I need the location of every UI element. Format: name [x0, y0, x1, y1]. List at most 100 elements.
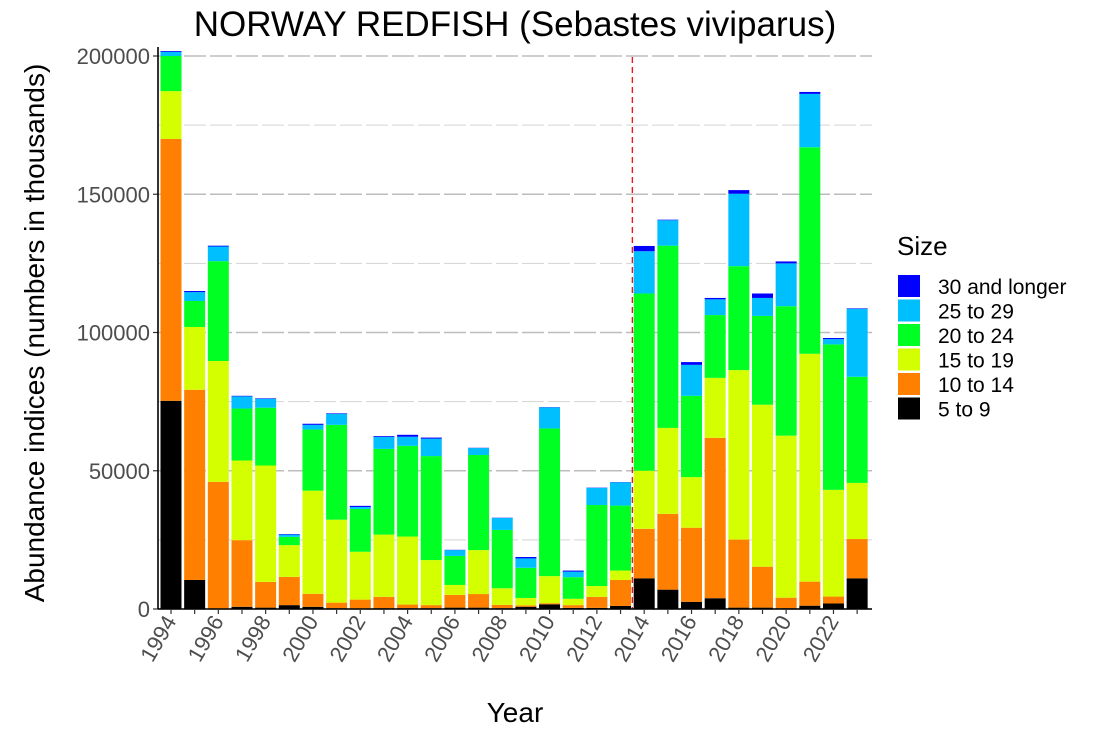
bar-segment [752, 316, 773, 405]
bar-segment [752, 298, 773, 316]
bar-segment [421, 605, 442, 608]
bar-segment [681, 362, 702, 365]
bar-segment [302, 425, 323, 430]
bar-segment [705, 438, 726, 598]
bar-segment [184, 291, 205, 292]
x-axis-label: Year [487, 697, 544, 728]
bar-segment [705, 598, 726, 609]
bar-segment [563, 605, 584, 608]
bar-segment [326, 603, 347, 609]
bar-segment [397, 435, 418, 437]
y-tick-label: 200000 [77, 44, 150, 69]
bar-segment [350, 509, 371, 552]
bar-segment [231, 396, 252, 397]
bar-segment [350, 600, 371, 609]
x-tick-label: 2004 [372, 611, 418, 666]
bar-segment [302, 430, 323, 491]
bar-segment [184, 327, 205, 390]
bar-segment [161, 52, 182, 56]
x-tick-label: 2000 [277, 611, 323, 666]
bar-segment [161, 56, 182, 91]
bar-segment [539, 603, 560, 604]
bar-segment [279, 545, 300, 577]
bar-segment [231, 540, 252, 607]
bar-segment [515, 568, 536, 598]
bar-segment [752, 405, 773, 567]
bar-segment [231, 396, 252, 408]
bar-segment [823, 597, 844, 604]
bar-segment [728, 190, 749, 194]
x-tick-label: 2022 [798, 611, 844, 666]
legend-label: 25 to 29 [938, 301, 1014, 324]
bar-segment [657, 428, 678, 514]
bar-segment [326, 413, 347, 414]
legend-label: 20 to 24 [938, 325, 1014, 348]
bar-segment [208, 246, 229, 247]
legend-label: 30 and longer [938, 276, 1066, 299]
bar-segment [515, 605, 536, 606]
bar-segment [799, 147, 820, 354]
bar-segment [255, 465, 276, 581]
bar-segment [492, 588, 513, 605]
x-tick-label: 2020 [750, 611, 796, 666]
bar-segment [586, 586, 607, 597]
bar-segment [397, 605, 418, 609]
chart-title: NORWAY REDFISH (Sebastes viviparus) [194, 5, 836, 44]
bar-segment [563, 572, 584, 578]
bar-segment [776, 261, 797, 263]
bar-segment [373, 436, 394, 437]
bar-segment [634, 251, 655, 293]
bar-segment [705, 299, 726, 315]
bar-segment [184, 301, 205, 327]
bar-segment [610, 506, 631, 571]
bar-segment [563, 599, 584, 605]
bar-segment [681, 602, 702, 609]
x-tick-label: 2016 [656, 611, 702, 666]
bar-segment [184, 390, 205, 580]
bar-segment [279, 577, 300, 605]
bar-segment [657, 246, 678, 428]
bar-segment [799, 92, 820, 94]
legend-label: 15 to 19 [938, 350, 1014, 373]
bar-segment [326, 425, 347, 520]
bar-segment [610, 571, 631, 580]
bar-segment [231, 461, 252, 541]
bar-segment [373, 437, 394, 449]
legend-title: Size [897, 231, 948, 261]
x-tick-label: 1996 [183, 611, 229, 666]
bar-segment [847, 377, 868, 483]
bar-segment [208, 361, 229, 482]
bar-segment [847, 483, 868, 539]
bar-segment [610, 482, 631, 505]
legend-swatch [898, 324, 920, 346]
bar-segment [681, 365, 702, 396]
bar-segment [161, 139, 182, 401]
bar-segment [326, 414, 347, 425]
bar-segment [847, 578, 868, 609]
x-tick-label: 2012 [561, 611, 607, 666]
x-tick-label: 2006 [419, 611, 465, 666]
bar-segment [681, 528, 702, 602]
bar-segment [539, 407, 560, 428]
bar-segment [776, 436, 797, 598]
bar-segment [444, 556, 465, 585]
legend-swatch [898, 398, 920, 420]
bar-segment [468, 448, 489, 455]
bar-segment [823, 603, 844, 609]
bar-segment [610, 580, 631, 606]
bar-segment [705, 378, 726, 438]
bar-segment [799, 582, 820, 606]
bar-segment [681, 477, 702, 528]
bar-segment [255, 399, 276, 408]
bar-segment [752, 294, 773, 298]
bar-segment [515, 598, 536, 605]
legend-label: 5 to 9 [938, 399, 991, 422]
x-tick-label: 2008 [466, 611, 512, 666]
bar-segment [728, 266, 749, 370]
bar-segment [776, 306, 797, 435]
bar-segment [397, 446, 418, 537]
bar-segment [586, 488, 607, 505]
bar-segment [776, 598, 797, 609]
bar-segment [302, 424, 323, 425]
